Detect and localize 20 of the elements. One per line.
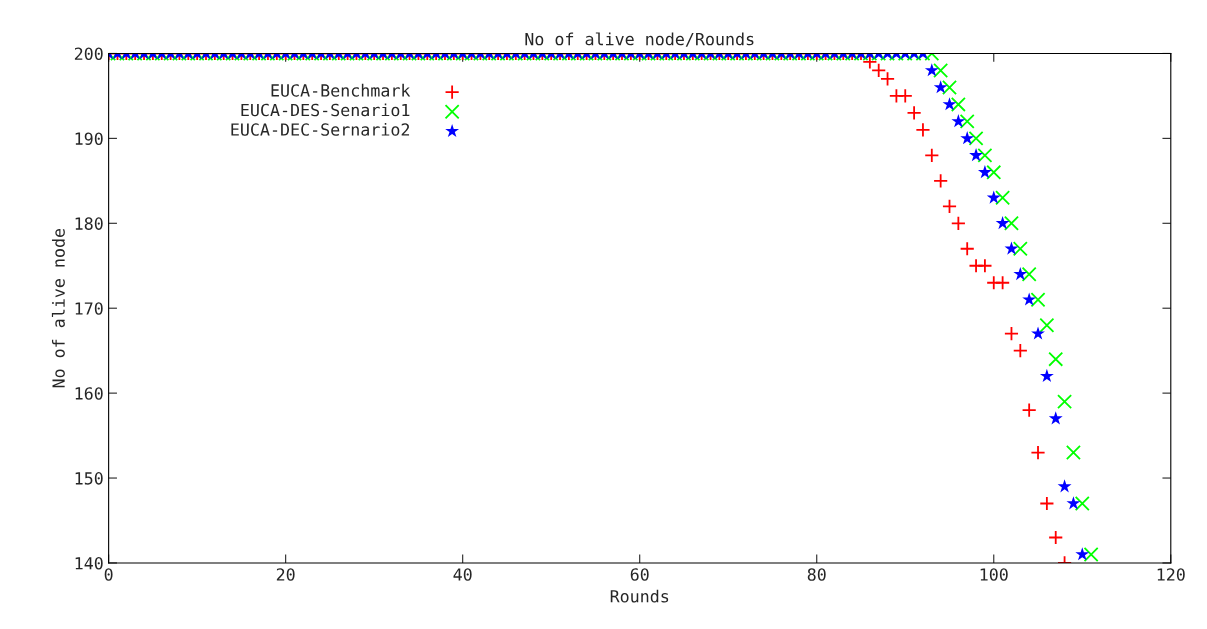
y-axis-title: No of alive node <box>51 228 65 388</box>
x-tick-label: 40 <box>453 568 472 581</box>
y-tick-label: 160 <box>75 387 103 400</box>
x-tick-label: 20 <box>276 568 295 581</box>
chart-title: No of alive node/Rounds <box>525 32 754 47</box>
legend-label: EUCA-DES-Senario1 <box>241 103 410 117</box>
x-tick-label: 0 <box>104 568 113 581</box>
legend-label: EUCA-DEC-Sernario2 <box>231 122 410 136</box>
y-tick-label: 200 <box>74 47 103 61</box>
x-axis-title: Rounds <box>610 589 669 603</box>
x-tick-label: 120 <box>1157 568 1185 581</box>
y-tick-label: 150 <box>75 472 103 485</box>
y-tick-label: 140 <box>75 556 103 570</box>
legend-label: EUCA-Benchmark <box>271 83 411 97</box>
y-tick-label: 190 <box>75 132 103 145</box>
y-tick-label: 180 <box>75 217 103 230</box>
x-tick-label: 60 <box>630 568 649 581</box>
y-tick-label: 170 <box>75 302 103 315</box>
x-tick-label: 100 <box>980 568 1008 581</box>
x-tick-label: 80 <box>807 568 826 581</box>
